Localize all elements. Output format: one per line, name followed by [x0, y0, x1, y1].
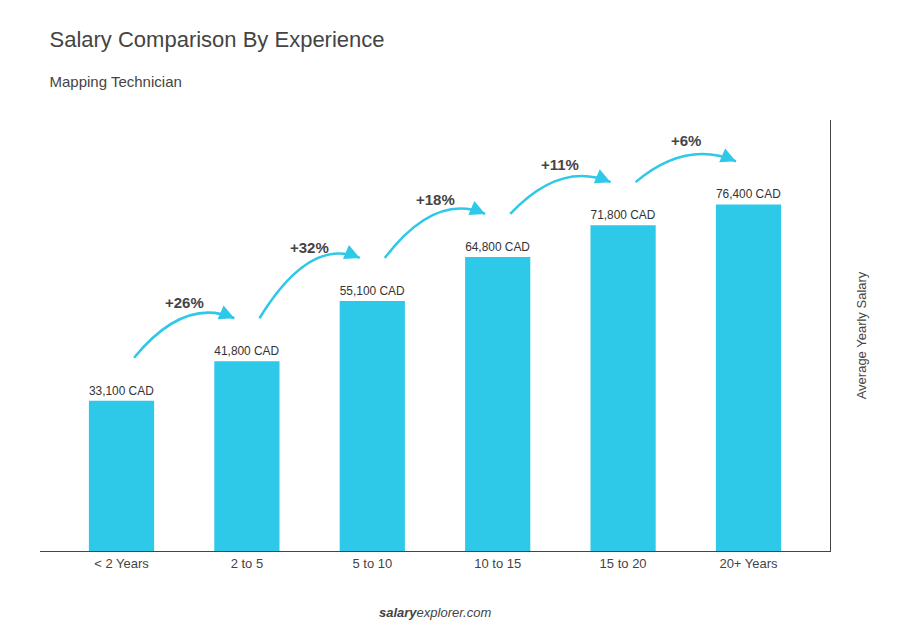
svg-text:2 to 5: 2 to 5: [231, 556, 264, 571]
svg-text:+6%: +6%: [671, 132, 701, 149]
svg-text:+11%: +11%: [541, 156, 579, 173]
svg-text:Average Yearly Salary: Average Yearly Salary: [854, 271, 869, 399]
svg-text:5 to 10: 5 to 10: [352, 556, 392, 571]
svg-text:10 to 15: 10 to 15: [474, 556, 521, 571]
svg-text:71,800 CAD: 71,800 CAD: [591, 208, 656, 222]
svg-text:15 to 20: 15 to 20: [600, 556, 647, 571]
svg-text:+26%: +26%: [165, 294, 204, 311]
svg-text:Salary Comparison By Experienc: Salary Comparison By Experience: [50, 27, 385, 52]
svg-text:20+ Years: 20+ Years: [719, 556, 778, 571]
svg-text:76,400 CAD: 76,400 CAD: [716, 187, 781, 201]
svg-text:41,800 CAD: 41,800 CAD: [214, 344, 279, 358]
svg-text:33,100 CAD: 33,100 CAD: [89, 384, 154, 398]
svg-text:55,100 CAD: 55,100 CAD: [340, 284, 405, 298]
svg-text:+32%: +32%: [290, 239, 329, 256]
svg-text:Mapping Technician: Mapping Technician: [50, 73, 182, 90]
svg-text:+18%: +18%: [416, 191, 455, 208]
svg-text:64,800 CAD: 64,800 CAD: [465, 240, 530, 254]
svg-text:salaryexplorer.com: salaryexplorer.com: [379, 605, 491, 620]
svg-text:< 2 Years: < 2 Years: [94, 556, 149, 571]
